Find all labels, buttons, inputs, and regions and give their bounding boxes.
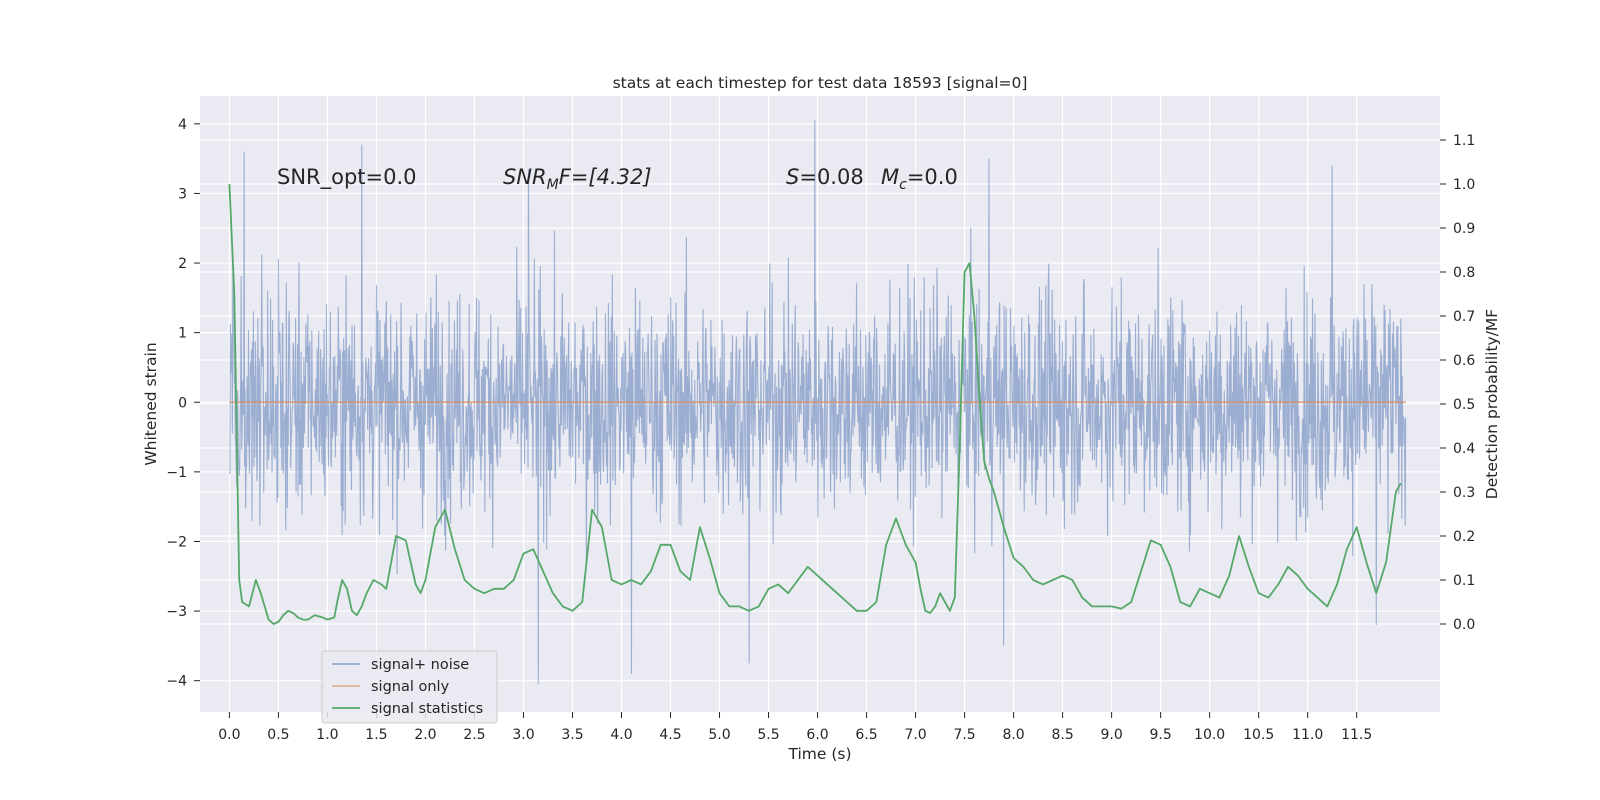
x-tick-label: 9.5 xyxy=(1149,727,1171,743)
y-tick-label: 2 xyxy=(178,256,187,272)
y-tick-label: 0 xyxy=(178,395,187,411)
x-tick-label: 1.0 xyxy=(316,727,338,743)
legend-box xyxy=(321,650,498,724)
y-right-tick-label: 0.4 xyxy=(1453,441,1475,457)
annotation-snr-mf-suffix: F=[4.32] xyxy=(559,165,652,189)
x-tick-label: 9.0 xyxy=(1100,727,1122,743)
chart-title: stats at each timestep for test data 185… xyxy=(613,74,1028,92)
x-tick-label: 7.0 xyxy=(904,727,926,743)
x-tick-label: 7.5 xyxy=(953,727,975,743)
x-tick-label: 8.0 xyxy=(1002,727,1024,743)
x-tick-label: 2.5 xyxy=(463,727,485,743)
annotation-mc-symbol: M xyxy=(881,165,899,189)
annotation-s-symbol: S xyxy=(786,165,799,189)
y-right-tick-label: 0.0 xyxy=(1453,617,1475,633)
annotation-snr-opt: SNR_opt=0.0 xyxy=(277,165,417,190)
annotation-snr-mf-sub: M xyxy=(547,177,559,193)
x-tick-label: 0.5 xyxy=(267,727,289,743)
annotation-mc: Mc=0.0 xyxy=(881,165,958,193)
y-axis-label: Whitened strain xyxy=(142,342,160,465)
x-tick-label: 0.0 xyxy=(218,727,240,743)
y-tick-label: 3 xyxy=(178,186,187,202)
x-tick-label: 3.5 xyxy=(561,727,583,743)
annotation-snr-mf: SNRMF=[4.32] xyxy=(503,165,652,193)
y-tick-label: −1 xyxy=(166,465,187,481)
y-right-tick-label: 0.6 xyxy=(1453,353,1475,369)
y-right-tick-label: 0.5 xyxy=(1453,397,1475,413)
x-tick-label: 2.0 xyxy=(414,727,436,743)
x-axis-label: Time (s) xyxy=(787,745,851,763)
x-tick-label: 5.5 xyxy=(757,727,779,743)
y-tick-label: −2 xyxy=(166,534,187,550)
y-right-tick-label: 1.0 xyxy=(1453,177,1475,193)
annotation-s-value: =0.08 xyxy=(799,165,863,189)
annotation-mc-sub: c xyxy=(899,177,907,193)
x-tick-label: 6.5 xyxy=(855,727,877,743)
series-signal-statistics xyxy=(228,183,1402,625)
y-right-tick-label: 0.3 xyxy=(1453,485,1475,501)
axis-ticks: 0.0 0.5 1.0 1.5 2.0 2.5 3.0 3.5 4.0 4.5 5.0 5.5 6.0 6… xyxy=(166,117,1475,743)
y-right-tick-label: 0.1 xyxy=(1453,573,1475,589)
legend-label-signal-plus-noise: signal+ noise xyxy=(371,657,469,673)
series-signal-plus-noise xyxy=(228,120,1407,685)
x-tick-label: 4.5 xyxy=(659,727,681,743)
x-tick-label: 1.5 xyxy=(365,727,387,743)
y-right-tick-label: 0.8 xyxy=(1453,265,1475,281)
legend: signal+ noise signal only signal statist… xyxy=(321,650,498,724)
x-tick-label: 11.0 xyxy=(1292,727,1323,743)
y-right-tick-label: 1.1 xyxy=(1453,133,1475,149)
y-right-tick-label: 0.2 xyxy=(1453,529,1475,545)
y-tick-label: −3 xyxy=(166,604,187,620)
x-tick-label: 11.5 xyxy=(1341,727,1372,743)
y-right-tick-label: 0.7 xyxy=(1453,309,1475,325)
y-tick-label: 4 xyxy=(178,117,187,133)
x-tick-label: 4.0 xyxy=(610,727,632,743)
legend-label-signal-only: signal only xyxy=(371,679,450,695)
x-tick-label: 6.0 xyxy=(806,727,828,743)
annotation-snr-mf-prefix: SNR xyxy=(503,165,547,189)
x-tick-label: 10.5 xyxy=(1243,727,1274,743)
x-tick-label: 3.0 xyxy=(512,727,534,743)
x-tick-label: 5.0 xyxy=(708,727,730,743)
y-tick-label: 1 xyxy=(178,326,187,342)
annotation-mc-value: =0.0 xyxy=(907,165,958,189)
y-axis-right-label: Detection probability/MF xyxy=(1483,309,1501,500)
legend-label-signal-statistics: signal statistics xyxy=(371,701,483,717)
y-right-tick-label: 0.9 xyxy=(1453,221,1475,237)
y-tick-label: −4 xyxy=(166,674,187,690)
stats-line xyxy=(228,183,1402,625)
x-tick-label: 10.0 xyxy=(1194,727,1225,743)
noise-line xyxy=(228,120,1407,685)
annotation-s: S=0.08 xyxy=(786,165,864,189)
x-tick-label: 8.5 xyxy=(1051,727,1073,743)
